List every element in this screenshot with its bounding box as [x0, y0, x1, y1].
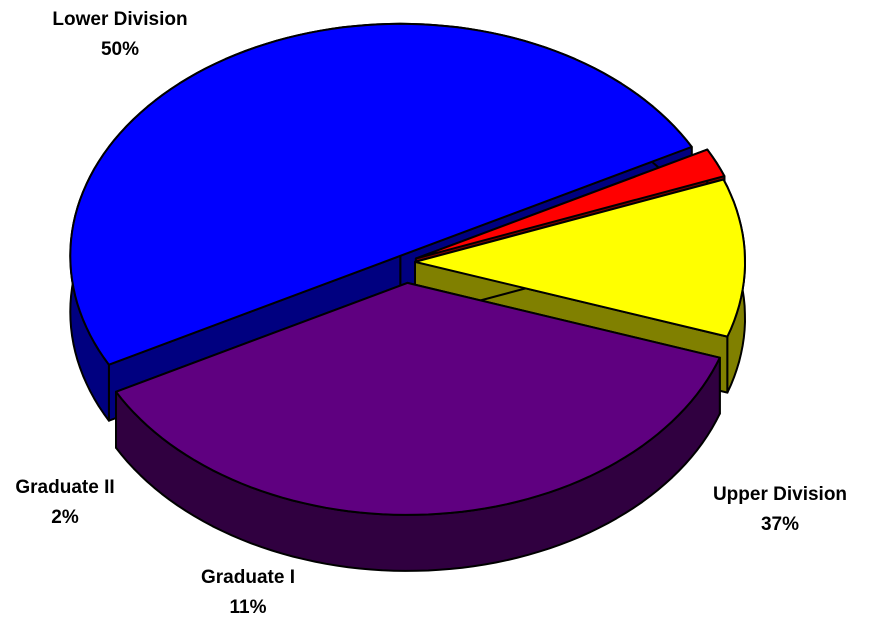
- slice-value-label: 2%: [51, 507, 79, 528]
- slice-value-label: 37%: [761, 514, 799, 535]
- slice: [115, 281, 721, 516]
- slice-label: Lower Division: [52, 9, 187, 30]
- slice-label: Graduate II: [15, 477, 114, 498]
- slice-value-label: 50%: [101, 39, 139, 60]
- slice-label: Upper Division: [713, 484, 847, 505]
- slice: [414, 148, 726, 260]
- slice-label: Graduate I: [201, 567, 295, 588]
- slice: [414, 178, 746, 338]
- slice-value-label: 11%: [230, 597, 267, 618]
- slice: [69, 22, 693, 366]
